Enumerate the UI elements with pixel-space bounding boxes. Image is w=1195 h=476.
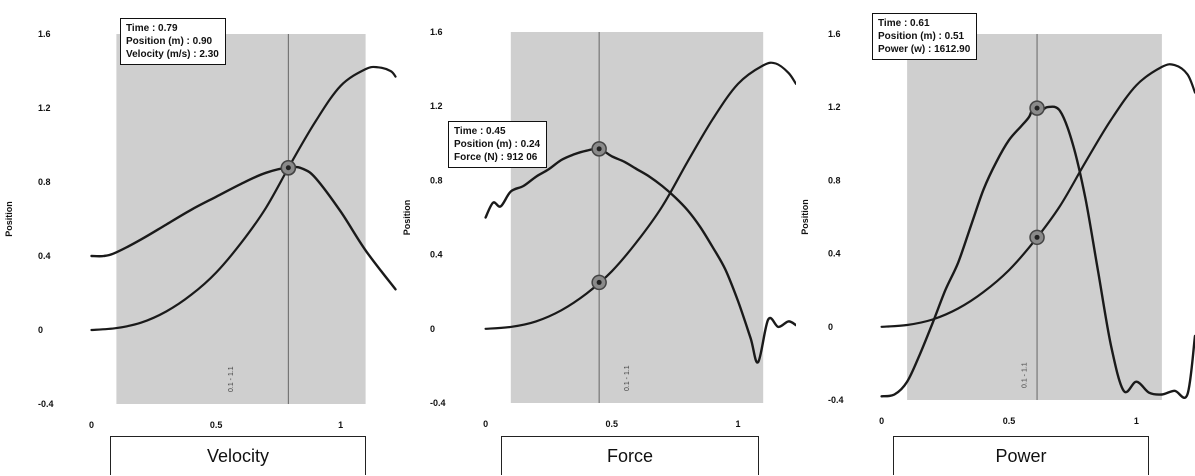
y-tick-label: 0.4: [430, 250, 443, 260]
y-tick-label: 0: [430, 324, 435, 334]
series-line: [484, 61, 796, 330]
x-tick-label: 1: [1134, 416, 1139, 426]
x-tick-label: 0: [89, 420, 94, 430]
force-caption: Force: [501, 436, 759, 475]
y-tick-label: 1.6: [38, 29, 51, 39]
tooltip-line: Velocity (m/s) : 2.30: [126, 49, 219, 60]
y-axis-label: Position: [4, 201, 14, 237]
series-line: [90, 65, 397, 332]
y-tick-label: 0.4: [828, 249, 841, 259]
y-tick-label: -0.4: [828, 395, 844, 405]
x-tick-label: 0.5: [210, 420, 223, 430]
y-tick-label: 0: [38, 325, 43, 335]
tooltip-line: Time : 0.61: [878, 18, 930, 29]
cursor-marker-dot: [1034, 105, 1040, 111]
tooltip-line: Position (m) : 0.90: [126, 36, 213, 47]
y-tick-label: 0.4: [38, 251, 51, 261]
y-tick-label: 0.8: [38, 177, 51, 187]
y-tick-label: 1.6: [828, 29, 841, 39]
cursor-marker-dot: [285, 165, 291, 171]
x-tick-label: 0: [483, 419, 488, 429]
y-tick-label: 1.2: [38, 103, 51, 113]
tooltip-line: Time : 0.45: [454, 126, 506, 137]
series-line: [484, 147, 796, 364]
y-tick-label: -0.4: [38, 399, 54, 409]
range-label: 0.1 - 1.1: [228, 366, 235, 392]
y-tick-label: 1.2: [430, 101, 443, 111]
y-tick-label: 0.8: [430, 175, 443, 185]
force-panel: 1.6 1.2 0.8 0.4 0 -0.4 0 0.5 1 Position 0.1 - 1.1 …: [398, 0, 796, 475]
y-axis-label: Position: [800, 199, 810, 235]
power-chart: 1.6 1.2 0.8 0.4 0 -0.4 0 0.5 1 Position 0.1 - 1.1: [800, 29, 1195, 426]
y-tick-label: 1.2: [828, 102, 841, 112]
cursor-marker-dot: [1034, 234, 1040, 240]
force-tooltip: Time : 0.45 Position (m) : 0.24 Force (N…: [448, 121, 548, 168]
cursor-marker-dot: [596, 146, 602, 152]
range-shading: [907, 34, 1162, 400]
y-tick-label: -0.4: [430, 398, 446, 408]
range-shading: [510, 32, 764, 403]
x-tick-label: 0: [879, 416, 884, 426]
x-tick-label: 1: [735, 419, 740, 429]
power-tooltip: Time : 0.61 Position (m) : 0.51 Power (w…: [872, 13, 978, 60]
velocity-panel: 1.6 1.2 0.8 0.4 0 -0.4 0 0.5 1 Position 0.1 - 1.1 …: [0, 0, 398, 475]
tooltip-line: Force (N) : 912 06: [454, 152, 538, 163]
y-axis-label: Position: [402, 200, 412, 236]
power-panel: 1.6 1.2 0.8 0.4 0 -0.4 0 0.5 1 Position 0.1 - 1.1 …: [796, 0, 1195, 475]
series-line: [90, 165, 397, 291]
power-caption: Power: [893, 436, 1149, 475]
x-tick-label: 0.5: [1003, 416, 1016, 426]
tooltip-line: Position (m) : 0.24: [454, 139, 541, 150]
y-tick-label: 0: [828, 322, 833, 332]
tooltip-line: Power (w) : 1612.90: [878, 44, 971, 55]
cursor-marker-dot: [596, 279, 602, 285]
velocity-tooltip: Time : 0.79 Position (m) : 0.90 Velocity…: [120, 18, 226, 65]
velocity-chart: 1.6 1.2 0.8 0.4 0 -0.4 0 0.5 1 Position 0.1 - 1.1: [4, 29, 397, 430]
tooltip-line: Time : 0.79: [126, 23, 178, 34]
series-line: [880, 63, 1195, 328]
tooltip-line: Position (m) : 0.51: [878, 31, 965, 42]
force-chart: 1.6 1.2 0.8 0.4 0 -0.4 0 0.5 1 Position 0.1 - 1.1: [402, 27, 796, 429]
y-tick-label: 0.8: [828, 175, 841, 185]
range-label: 0.1 - 1.1: [624, 365, 631, 391]
x-tick-label: 1: [338, 420, 343, 430]
range-shading: [116, 34, 366, 404]
velocity-caption: Velocity: [110, 436, 366, 475]
range-label: 0.1 - 1.1: [1022, 362, 1029, 388]
x-tick-label: 0.5: [606, 419, 619, 429]
y-tick-label: 1.6: [430, 27, 443, 37]
